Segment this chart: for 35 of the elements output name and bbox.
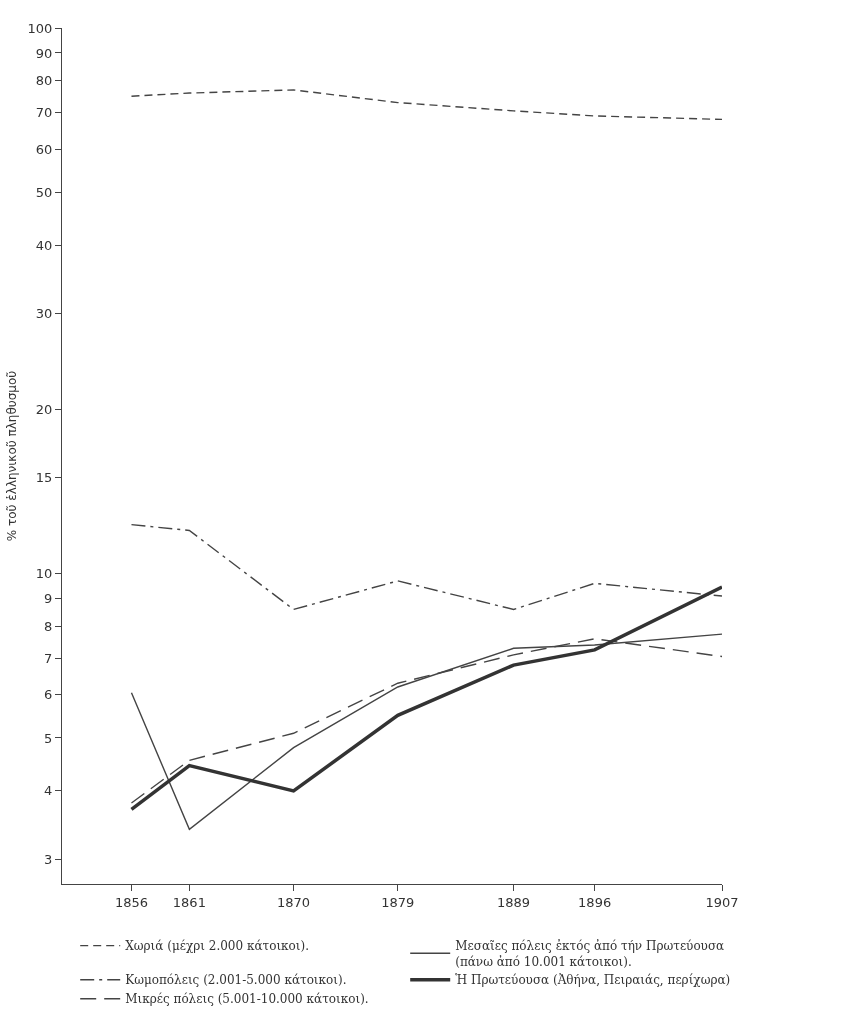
x-tick-label: 1861 [172, 894, 206, 910]
x-tick-label: 1870 [277, 894, 311, 910]
y-tick-label: 60 [35, 141, 53, 157]
legend-label: Κωμοπόλεις (2.001-5.000 κάτοικοι). [125, 973, 347, 988]
y-tick-label: 30 [35, 305, 53, 321]
legend-label: Μεσαῖες πόλεις ἐκτός ἀπό τήν Πρωτεύουσα (πάνω ἀπό 10.001 κάτοικοι). [455, 939, 725, 969]
y-tick-label: 4 [44, 783, 53, 799]
y-tick-label: 20 [35, 401, 53, 417]
x-tick-label: 1896 [578, 894, 612, 910]
y-tick-label: 100 [27, 20, 53, 36]
legend-label: Ἡ Πρωτεύουσα (Ἀθήνα, Πειραιάς, περίχωρα) [455, 973, 731, 988]
y-tick-label: 15 [35, 470, 53, 486]
legend-label: Μικρές πόλεις (5.001-10.000 κάτοικοι). [125, 992, 369, 1007]
y-tick-label: 6 [44, 687, 53, 703]
y-tick-label: 40 [35, 237, 53, 253]
y-tick-label: 90 [35, 45, 53, 61]
y-tick-label: 7 [44, 650, 53, 666]
legend-label: Χωριά (μέχρι 2.000 κάτοικοι). [125, 939, 310, 954]
y-tick-label: 3 [44, 851, 53, 867]
y-axis-title: % τοῦ ἑλληνικοῦ πληθυσμοῦ [4, 370, 19, 542]
line-series [130, 89, 722, 121]
line-series [130, 523, 722, 611]
y-tick-label: 8 [44, 619, 53, 635]
y-tick-label: 9 [44, 591, 53, 607]
x-tick-label: 1907 [705, 894, 739, 910]
line-series [129, 585, 722, 812]
line-series [130, 633, 722, 831]
x-tick-label: 1856 [114, 894, 149, 910]
x-tick-label: 1889 [497, 894, 531, 910]
y-tick-label: 80 [35, 73, 53, 89]
y-tick-label: 5 [44, 730, 53, 746]
y-tick-label: 70 [35, 105, 53, 121]
y-tick-label: 50 [35, 184, 53, 200]
y-tick-label: 10 [35, 566, 53, 582]
x-tick-label: 1879 [381, 894, 415, 910]
